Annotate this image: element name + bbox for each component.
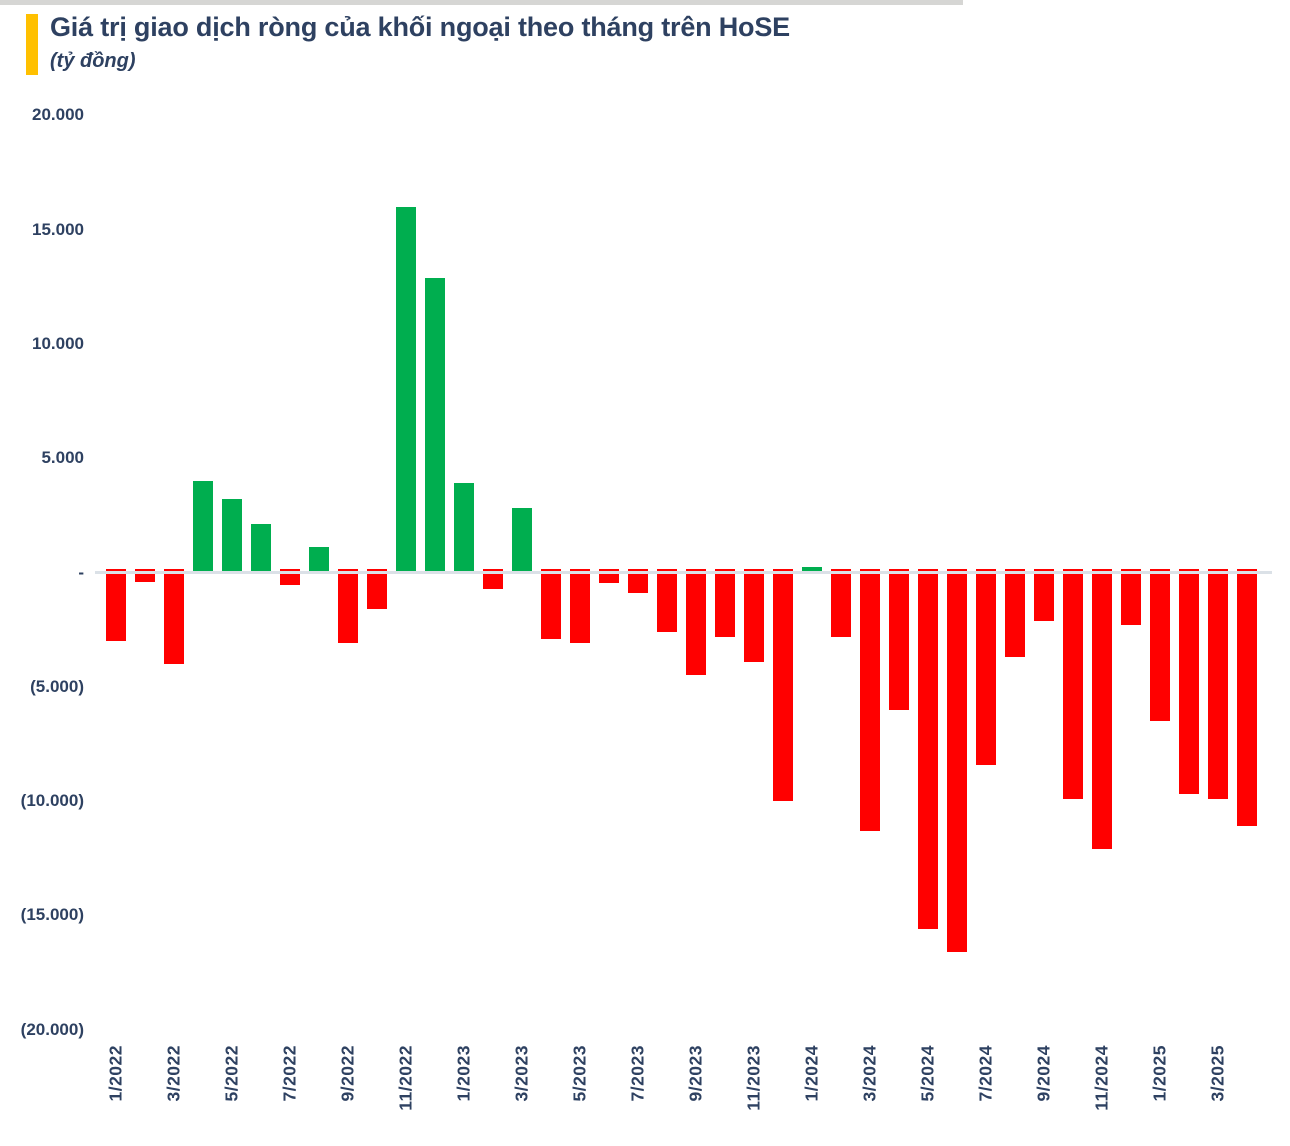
bar-4/2023 — [541, 568, 561, 639]
bar-10/2024 — [1063, 568, 1083, 799]
bar-9/2022 — [338, 568, 358, 644]
y-tick-label: 10.000 — [32, 333, 84, 353]
bar-1/2022 — [106, 568, 126, 642]
x-axis-label: 7/2022 — [279, 1045, 300, 1102]
bar-6/2024 — [947, 568, 967, 952]
x-axis-label: 11/2023 — [743, 1045, 764, 1111]
bar-5/2024 — [918, 568, 938, 930]
bar-12/2023 — [773, 568, 793, 802]
y-tick-label: 15.000 — [32, 219, 84, 239]
bar-3/2025 — [1208, 568, 1228, 799]
bar-10/2023 — [715, 568, 735, 637]
bar-6/2022 — [251, 524, 271, 573]
bar-7/2023 — [628, 568, 648, 594]
x-axis-label: 3/2025 — [1207, 1045, 1228, 1102]
bar-11/2024 — [1092, 568, 1112, 850]
x-axis-label: 1/2024 — [801, 1045, 822, 1102]
x-axis-label: 1/2025 — [1149, 1045, 1170, 1102]
x-axis-label: 9/2024 — [1033, 1045, 1054, 1102]
bar-4/2025 — [1237, 568, 1257, 827]
bar-4/2022 — [193, 481, 213, 573]
y-tick-label: (20.000) — [20, 1019, 84, 1039]
bar-8/2022 — [309, 547, 329, 573]
title-accent-bar — [26, 14, 38, 75]
bar-3/2022 — [164, 568, 184, 664]
bar-8/2023 — [657, 568, 677, 632]
x-axis-label: 5/2023 — [569, 1045, 590, 1102]
x-axis-label: 5/2022 — [221, 1045, 242, 1102]
bar-9/2024 — [1034, 568, 1054, 621]
bar-12/2022 — [425, 277, 445, 573]
y-tick-label: 5.000 — [41, 448, 84, 468]
y-tick-label: (15.000) — [20, 905, 84, 925]
bar-10/2022 — [367, 568, 387, 610]
x-axis-label: 1/2022 — [105, 1045, 126, 1102]
bar-1/2024 — [802, 566, 822, 573]
bar-12/2024 — [1121, 568, 1141, 626]
y-tick-label: (5.000) — [30, 676, 84, 696]
x-axis-label: 9/2023 — [685, 1045, 706, 1102]
bar-5/2023 — [570, 568, 590, 644]
x-axis-label: 7/2023 — [627, 1045, 648, 1102]
x-axis-label: 3/2024 — [859, 1045, 880, 1102]
y-tick-label: 20.000 — [32, 105, 84, 125]
x-axis-label: 5/2024 — [917, 1045, 938, 1102]
chart-title: Giá trị giao dịch ròng của khối ngoại th… — [50, 12, 790, 42]
bar-11/2023 — [744, 568, 764, 662]
x-axis-label: 3/2023 — [511, 1045, 532, 1102]
bar-8/2024 — [1005, 568, 1025, 658]
bar-7/2024 — [976, 568, 996, 765]
bar-1/2025 — [1150, 568, 1170, 722]
window-edge-strip — [0, 0, 963, 5]
x-axis-label: 9/2022 — [337, 1045, 358, 1102]
x-axis-label: 7/2024 — [975, 1045, 996, 1102]
x-axis-label: 11/2024 — [1091, 1045, 1112, 1111]
bar-5/2022 — [222, 499, 242, 573]
x-axis-label: 3/2022 — [163, 1045, 184, 1102]
bar-9/2023 — [686, 568, 706, 676]
chart-unit-label: (tỷ đồng) — [50, 50, 136, 72]
zero-baseline — [95, 571, 1272, 574]
bar-11/2022 — [396, 206, 416, 573]
bar-4/2024 — [889, 568, 909, 710]
bar-2/2025 — [1179, 568, 1199, 795]
y-tick-label: (10.000) — [20, 791, 84, 811]
bar-1/2023 — [454, 483, 474, 573]
bar-2/2024 — [831, 568, 851, 637]
bar-3/2024 — [860, 568, 880, 831]
x-axis-label: 1/2023 — [453, 1045, 474, 1102]
bar-3/2023 — [512, 508, 532, 573]
y-tick-label: - — [78, 562, 84, 582]
x-axis-label: 11/2022 — [395, 1045, 416, 1111]
